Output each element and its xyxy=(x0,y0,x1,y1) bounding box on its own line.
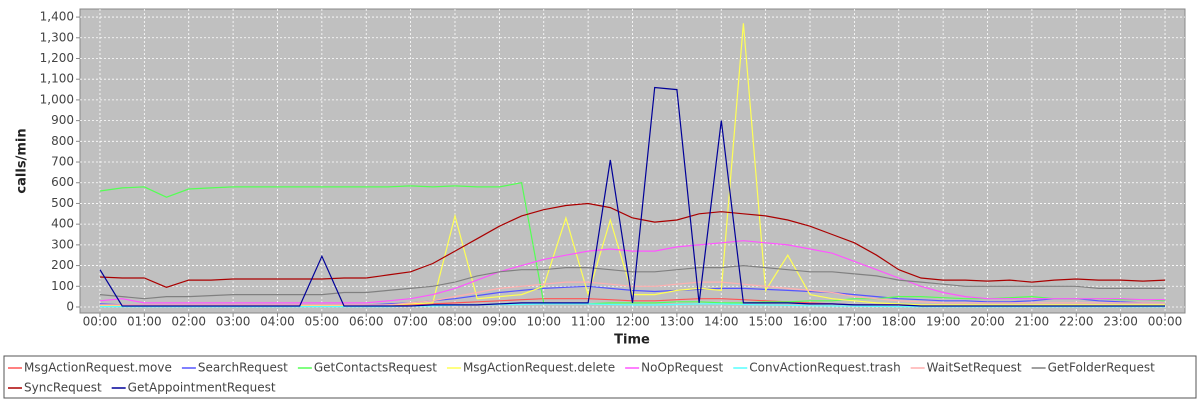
legend-item: ConvActionRequest.trash xyxy=(733,361,901,375)
legend-item: GetAppointmentRequest xyxy=(111,381,276,395)
x-tick-label: 00:00 xyxy=(1148,315,1183,329)
x-tick-label: 02:00 xyxy=(171,315,206,329)
series-line xyxy=(99,202,1166,288)
legend-label: GetContactsRequest xyxy=(314,361,437,375)
x-tick-label: 07:00 xyxy=(393,315,428,329)
y-tick-label: 200 xyxy=(51,258,74,272)
y-tick-label: 1,000 xyxy=(40,92,74,106)
x-tick-label: 12:00 xyxy=(615,315,650,329)
y-tick-label: 300 xyxy=(51,237,74,251)
series-line xyxy=(99,86,1165,307)
legend-item: GetFolderRequest xyxy=(1031,361,1156,375)
x-tick-label: 16:00 xyxy=(793,315,828,329)
legend: MsgActionRequest.move SearchRequest GetCon… xyxy=(8,361,1155,395)
y-tick-label: 500 xyxy=(51,196,74,210)
x-tick-label: 13:00 xyxy=(660,315,695,329)
legend-label: SearchRequest xyxy=(198,361,288,375)
series-line xyxy=(100,281,1165,306)
legend-label: SyncRequest xyxy=(24,381,102,395)
legend-item: SearchRequest xyxy=(181,361,288,375)
legend-label: ConvActionRequest.trash xyxy=(749,361,900,375)
y-tick-label: 0 xyxy=(66,299,74,313)
legend-label: WaitSetRequest xyxy=(927,361,1022,375)
y-tick-label: 800 xyxy=(51,134,74,148)
y-tick-label: 900 xyxy=(51,113,74,127)
y-tick-label: 700 xyxy=(51,155,74,169)
lines xyxy=(99,23,1166,308)
x-tick-label: 15:00 xyxy=(748,315,783,329)
x-tick-label: 06:00 xyxy=(349,315,384,329)
x-tick-label: 10:00 xyxy=(526,315,561,329)
legend-item: WaitSetRequest xyxy=(910,361,1022,375)
legend-box xyxy=(3,355,1197,399)
legend-label: MsgActionRequest.delete xyxy=(463,361,615,375)
legend-item: GetContactsRequest xyxy=(297,361,437,375)
legend-label: GetAppointmentRequest xyxy=(128,381,276,395)
x-tick-label: 03:00 xyxy=(216,315,251,329)
legend-label: NoOpRequest xyxy=(641,361,723,375)
grid: 0 100 200 300 400 500 600 700 800 900 1,000 1,100 1,… xyxy=(40,9,1185,329)
y-tick-label: 1,100 xyxy=(40,72,74,86)
y-tick-label: 100 xyxy=(51,279,74,293)
y-tick-label: 1,300 xyxy=(40,30,74,44)
x-tick-label: 00:00 xyxy=(83,315,118,329)
x-tick-label: 23:00 xyxy=(1103,315,1138,329)
x-tick-label: 22:00 xyxy=(1059,315,1094,329)
x-tick-label: 08:00 xyxy=(438,315,473,329)
x-tick-label: 14:00 xyxy=(704,315,739,329)
y-tick-label: 400 xyxy=(51,217,74,231)
y-tick-label: 1,200 xyxy=(40,51,74,65)
x-tick-label: 11:00 xyxy=(571,315,606,329)
y-tick-label: 1,400 xyxy=(40,10,74,24)
x-tick-label: 20:00 xyxy=(970,315,1005,329)
legend-item: MsgActionRequest.move xyxy=(8,361,172,375)
x-axis-label: Time xyxy=(614,333,650,348)
legend-item: NoOpRequest xyxy=(625,361,724,375)
y-axis-label: calls/min xyxy=(15,128,30,193)
x-tick-label: 18:00 xyxy=(881,315,916,329)
x-tick-label: 01:00 xyxy=(127,315,162,329)
legend-item: SyncRequest xyxy=(8,381,102,395)
y-tick-label: 600 xyxy=(51,175,74,189)
x-tick-label: 21:00 xyxy=(1015,315,1050,329)
series-line xyxy=(99,264,1165,300)
series-line xyxy=(99,240,1165,304)
x-tick-label: 05:00 xyxy=(305,315,340,329)
x-tick-label: 09:00 xyxy=(482,315,517,329)
x-tick-label: 19:00 xyxy=(926,315,961,329)
legend-label: MsgActionRequest.move xyxy=(24,361,172,375)
legend-label: GetFolderRequest xyxy=(1048,361,1156,375)
x-tick-label: 04:00 xyxy=(260,315,295,329)
legend-item: MsgActionRequest.delete xyxy=(446,361,615,375)
x-tick-label: 17:00 xyxy=(837,315,872,329)
